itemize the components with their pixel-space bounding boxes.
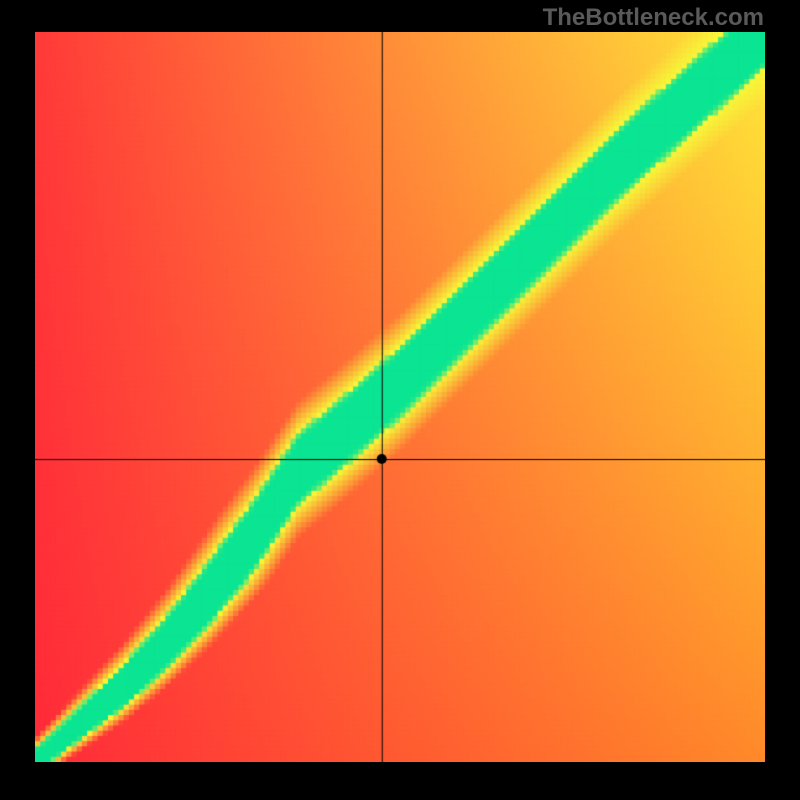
chart-frame: TheBottleneck.com — [0, 0, 800, 800]
watermark-text: TheBottleneck.com — [543, 4, 764, 32]
plot-area — [35, 32, 765, 762]
heatmap-canvas — [35, 32, 765, 762]
